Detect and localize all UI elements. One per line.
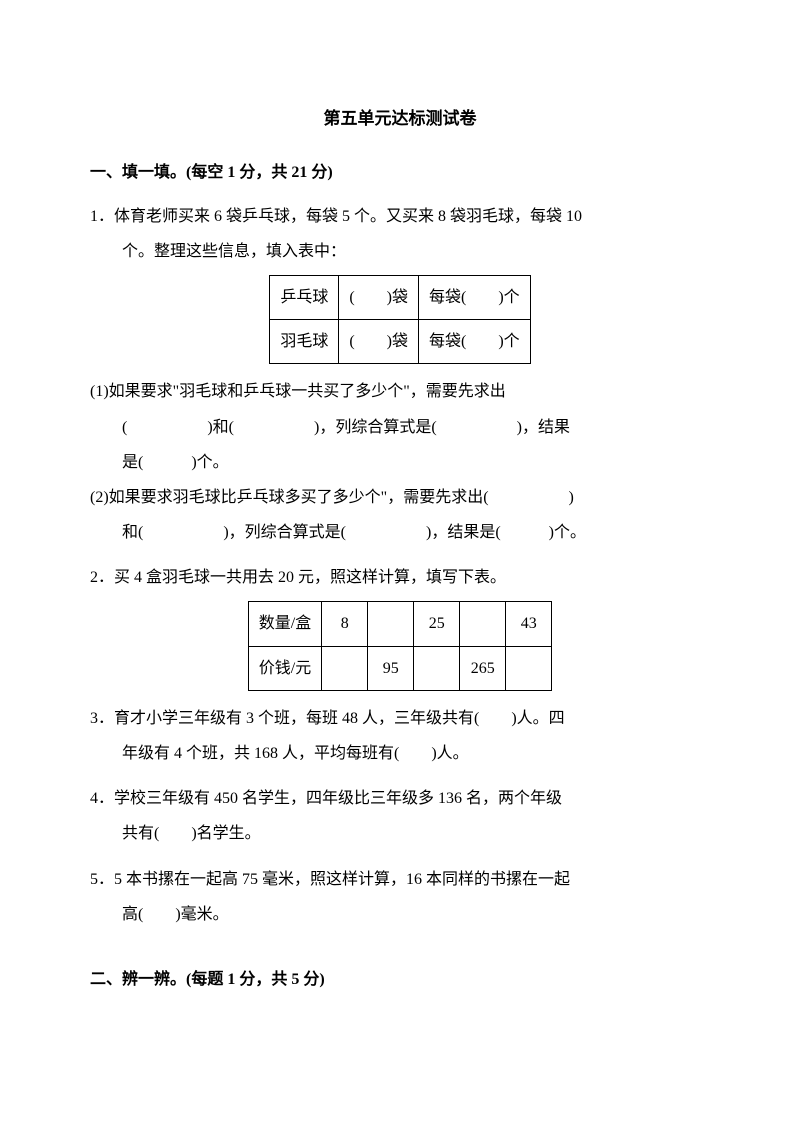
q2-table: 数量/盒 8 25 43 价钱/元 95 265 [248, 601, 552, 690]
q5-line1: 5．5 本书摞在一起高 75 毫米，照这样计算，16 本同样的书摞在一起 [90, 862, 710, 897]
section2-header: 二、辨一辨。(每题 1 分，共 5 分) [90, 962, 710, 997]
q4-line2: 共有( )名学生。 [90, 816, 710, 851]
cell-badminton-label: 羽毛球 [270, 320, 339, 364]
q1-sub2-line2: 和( )，列综合算式是( )，结果是( )个。 [90, 515, 710, 550]
cell: 43 [506, 602, 552, 646]
cell-qty-header: 数量/盒 [248, 602, 321, 646]
q1-line2: 个。整理这些信息，填入表中： [90, 234, 710, 269]
q3-line1: 3．育才小学三年级有 3 个班，每班 48 人，三年级共有( )人。四 [90, 701, 710, 736]
cell [414, 646, 460, 690]
question-5: 5．5 本书摞在一起高 75 毫米，照这样计算，16 本同样的书摞在一起 高( … [90, 862, 710, 932]
q1-sub2-line1: (2)如果要求羽毛球比乒乓球多买了多少个"，需要先求出( ) [90, 480, 710, 515]
cell: 95 [368, 646, 414, 690]
cell-price-header: 价钱/元 [248, 646, 321, 690]
q2-line1: 2．买 4 盒羽毛球一共用去 20 元，照这样计算，填写下表。 [90, 560, 710, 595]
q4-line1: 4．学校三年级有 450 名学生，四年级比三年级多 136 名，两个年级 [90, 781, 710, 816]
cell-badminton-bags: ( )袋 [339, 320, 419, 364]
cell-badminton-perbag: 每袋( )个 [419, 320, 531, 364]
question-3: 3．育才小学三年级有 3 个班，每班 48 人，三年级共有( )人。四 年级有 … [90, 701, 710, 771]
cell [368, 602, 414, 646]
cell: 8 [322, 602, 368, 646]
table-row: 数量/盒 8 25 43 [248, 602, 551, 646]
cell-pingpong-perbag: 每袋( )个 [419, 275, 531, 319]
cell [506, 646, 552, 690]
q1-table: 乒乓球 ( )袋 每袋( )个 羽毛球 ( )袋 每袋( )个 [269, 275, 530, 364]
q3-line2: 年级有 4 个班，共 168 人，平均每班有( )人。 [90, 736, 710, 771]
q1-sub1-line1: (1)如果要求"羽毛球和乒乓球一共买了多少个"，需要先求出 [90, 374, 710, 409]
q5-line2: 高( )毫米。 [90, 897, 710, 932]
table-row: 价钱/元 95 265 [248, 646, 551, 690]
question-4: 4．学校三年级有 450 名学生，四年级比三年级多 136 名，两个年级 共有(… [90, 781, 710, 851]
table-row: 羽毛球 ( )袋 每袋( )个 [270, 320, 530, 364]
cell [460, 602, 506, 646]
section1-header: 一、填一填。(每空 1 分，共 21 分) [90, 155, 710, 190]
cell [322, 646, 368, 690]
q1-line1: 1．体育老师买来 6 袋乒乓球，每袋 5 个。又买来 8 袋羽毛球，每袋 10 [90, 199, 710, 234]
cell-pingpong-label: 乒乓球 [270, 275, 339, 319]
q1-sub1-line3: 是( )个。 [90, 445, 710, 480]
page-title: 第五单元达标测试卷 [90, 100, 710, 137]
question-1: 1．体育老师买来 6 袋乒乓球，每袋 5 个。又买来 8 袋羽毛球，每袋 10 … [90, 199, 710, 551]
q1-sub1-line2: ( )和( )，列综合算式是( )，结果 [90, 410, 710, 445]
table-row: 乒乓球 ( )袋 每袋( )个 [270, 275, 530, 319]
cell: 25 [414, 602, 460, 646]
cell: 265 [460, 646, 506, 690]
cell-pingpong-bags: ( )袋 [339, 275, 419, 319]
question-2: 2．买 4 盒羽毛球一共用去 20 元，照这样计算，填写下表。 数量/盒 8 2… [90, 560, 710, 691]
